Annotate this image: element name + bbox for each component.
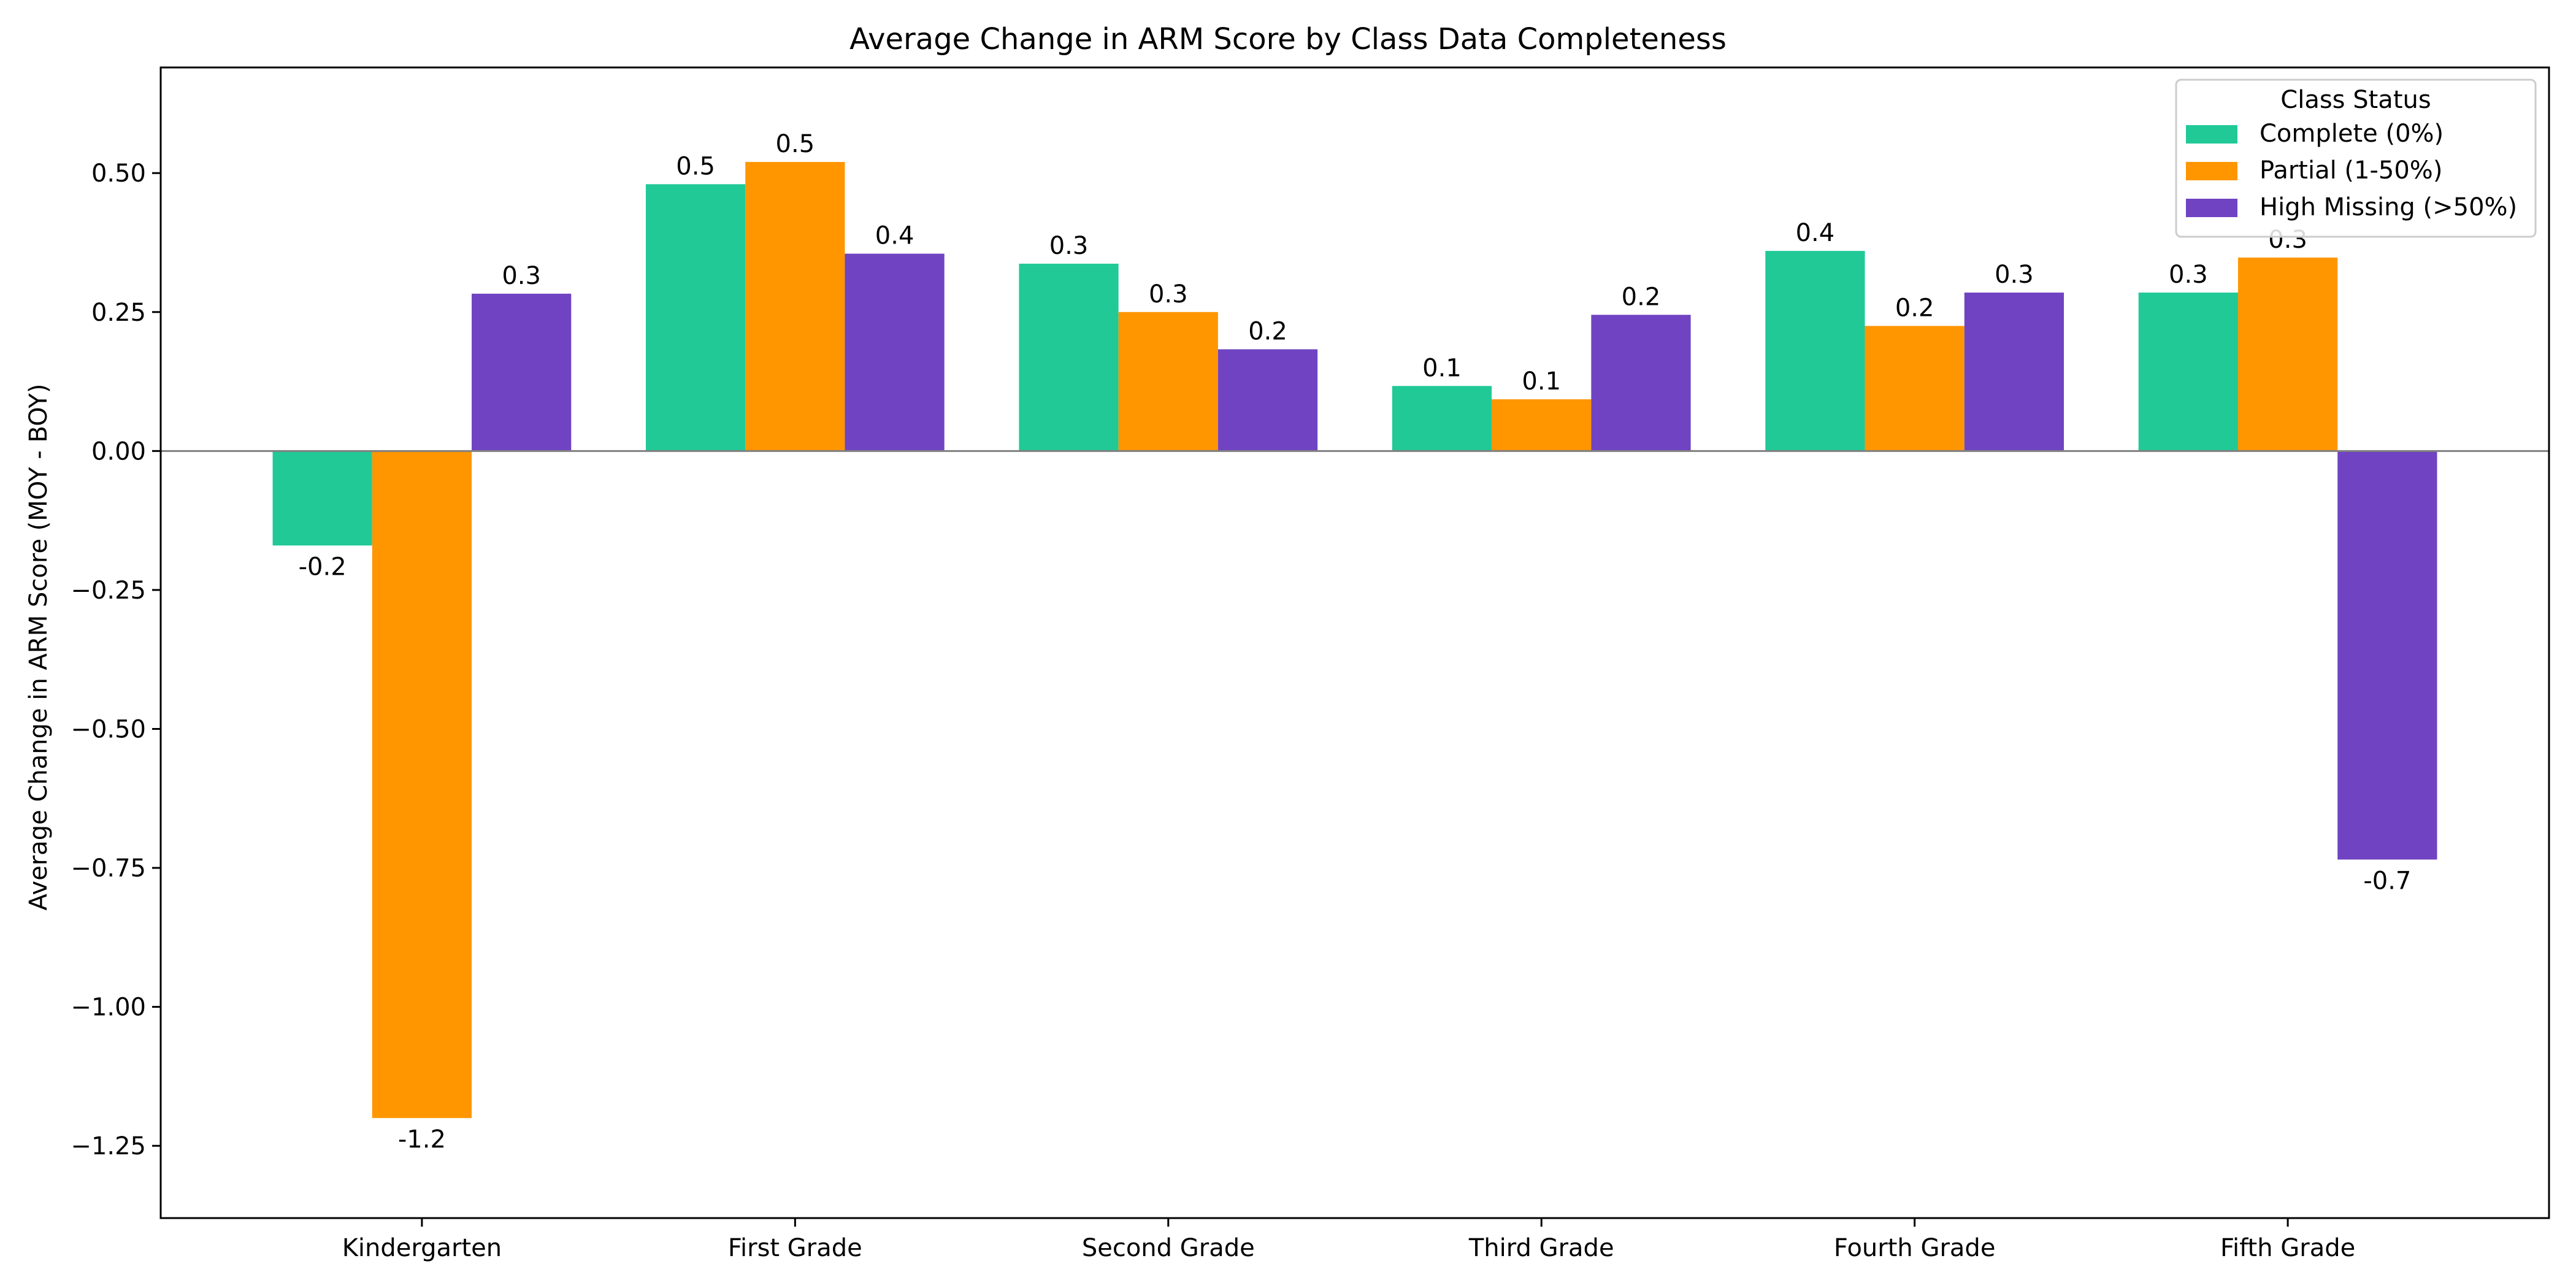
data-label-kindergarten-high-missing-50: 0.3 [502,262,541,290]
bar-fifth-grade-complete-0 [2138,293,2238,451]
bar-third-grade-complete-0 [1392,386,1492,451]
legend-label-partial-1-50: Partial (1-50%) [2260,156,2442,185]
x-tick-label-kindergarten: Kindergarten [342,1234,502,1262]
data-label-kindergarten-complete-0: -0.2 [299,553,347,581]
bar-fourth-grade-partial-1-50 [1865,326,1965,451]
data-label-third-grade-partial-1-50: 0.1 [1522,367,1561,396]
legend-title: Class Status [2280,86,2431,114]
data-label-third-grade-complete-0: 0.1 [1422,354,1462,382]
bar-third-grade-high-missing-50 [1591,315,1691,451]
chart-title: Average Change in ARM Score by Class Dat… [849,22,1727,56]
data-label-second-grade-partial-1-50: 0.3 [1149,280,1188,309]
bar-second-grade-complete-0 [1019,263,1119,451]
legend-box [2175,79,2537,238]
data-label-fourth-grade-partial-1-50: 0.2 [1895,294,1934,322]
data-label-fourth-grade-complete-0: 0.4 [1796,219,1835,247]
y-tick-label: 0.50 [91,159,146,188]
legend-swatch-high-missing-50 [2186,199,2237,217]
y-tick-label: −1.00 [71,994,146,1022]
x-tick-label-fourth-grade: Fourth Grade [1834,1234,1996,1262]
bar-first-grade-high-missing-50 [845,253,945,451]
y-tick-label: −0.75 [71,854,146,883]
y-tick-label: −0.50 [71,715,146,743]
bar-first-grade-partial-1-50 [745,162,845,451]
bar-first-grade-complete-0 [645,184,746,451]
x-tick-label-first-grade: First Grade [728,1234,862,1262]
y-tick-label: 0.00 [91,437,146,466]
bar-fifth-grade-partial-1-50 [2237,257,2338,451]
legend-swatch-partial-1-50 [2186,162,2237,180]
bar-second-grade-high-missing-50 [1217,349,1318,451]
x-axis: Kindergarten First Grade Second Grade Third… [342,1218,2355,1262]
bar-second-grade-partial-1-50 [1118,312,1218,451]
bar-kindergarten-partial-1-50 [372,451,472,1118]
legend-label-complete-0: Complete (0%) [2260,120,2444,148]
data-label-first-grade-complete-0: 0.5 [676,152,715,180]
legend: Class Status Complete (0%) Partial (1-50%… [2175,79,2537,238]
y-tick-label: −1.25 [71,1132,146,1160]
data-label-kindergarten-partial-1-50: -1.2 [398,1125,446,1154]
data-label-third-grade-high-missing-50: 0.2 [1622,283,1661,311]
data-label-fourth-grade-high-missing-50: 0.3 [1995,261,2034,289]
data-label-second-grade-high-missing-50: 0.2 [1248,317,1287,345]
bars-layer [272,162,2437,1118]
y-axis-label: Average Change in ARM Score (MOY - BOY) [25,384,53,911]
plot-frame [159,66,2550,1219]
data-labels: -0.2 0.5 0.3 0.1 0.4 0.3 -1.2 0.5 0.3 0.1 0.2 0.3 0.… [299,130,2412,1154]
legend-label-high-missing-50: High Missing (>50%) [2260,193,2517,221]
data-label-first-grade-partial-1-50: 0.5 [776,130,815,158]
bar-fourth-grade-complete-0 [1765,251,1865,451]
x-tick-label-third-grade: Third Grade [1468,1234,1614,1262]
bar-kindergarten-high-missing-50 [472,293,572,451]
x-tick-label-fifth-grade: Fifth Grade [2220,1234,2355,1262]
y-axis: 0.50 0.25 0.00 −0.25 −0.50 −0.75 −1.00 −1.25 [71,159,161,1160]
data-label-first-grade-high-missing-50: 0.4 [875,222,914,250]
y-tick-label: −0.25 [71,577,146,605]
data-label-fifth-grade-complete-0: 0.3 [2169,261,2208,289]
bar-kindergarten-complete-0 [272,451,372,546]
legend-swatch-complete-0 [2186,125,2237,144]
x-tick-label-second-grade: Second Grade [1082,1234,1255,1262]
bar-third-grade-partial-1-50 [1492,399,1592,451]
data-label-second-grade-complete-0: 0.3 [1049,232,1089,260]
bar-fourth-grade-high-missing-50 [1964,293,2064,451]
y-tick-label: 0.25 [91,299,146,327]
data-label-fifth-grade-high-missing-50: -0.7 [2363,867,2411,895]
bar-fifth-grade-high-missing-50 [2337,451,2437,860]
